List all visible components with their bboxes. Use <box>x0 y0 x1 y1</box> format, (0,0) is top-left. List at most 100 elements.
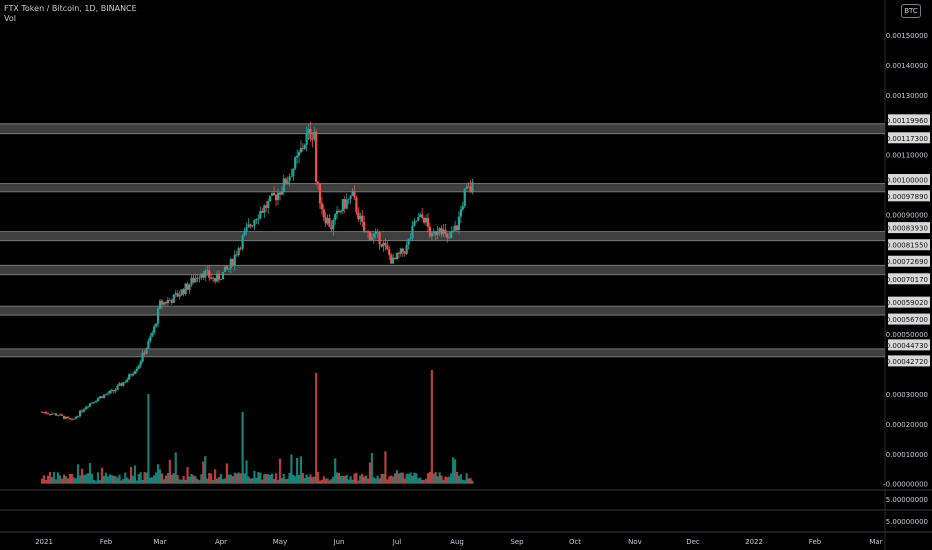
volume-bar <box>378 478 381 484</box>
volume-bar <box>347 479 350 484</box>
volume-bar <box>261 479 264 484</box>
volume-bar <box>253 470 256 484</box>
volume-bar <box>122 479 125 484</box>
volume-bar <box>137 474 140 484</box>
candle-body <box>361 215 364 222</box>
candle-body <box>388 249 391 256</box>
candle-body <box>100 396 104 398</box>
candle-body <box>357 212 360 220</box>
volume-bar <box>164 475 168 484</box>
candle-body <box>156 308 160 324</box>
candle-body <box>442 229 445 235</box>
candle-body <box>133 371 137 374</box>
volume-bar <box>143 472 146 484</box>
volume-bar <box>86 473 90 484</box>
volume-bar <box>196 478 199 484</box>
candle-body <box>106 393 110 395</box>
currency-badge[interactable]: BTC <box>901 4 921 18</box>
candle-body <box>395 253 399 260</box>
volume-legend[interactable]: Vol <box>4 14 16 23</box>
candle-body <box>380 244 383 247</box>
candle-body <box>296 155 299 158</box>
candle-body <box>174 293 177 295</box>
volume-bar <box>176 475 179 484</box>
volume-bar <box>190 474 193 484</box>
candle-body <box>114 389 117 392</box>
candle-body <box>151 332 154 337</box>
volume-bar <box>453 459 457 484</box>
volume-bar <box>116 477 119 484</box>
time-tick-label: Jul <box>392 538 402 546</box>
volume-bar <box>432 473 435 484</box>
volume-bar <box>353 473 356 484</box>
candle-body <box>82 409 86 412</box>
candle-body <box>339 211 343 213</box>
zone-price-tag <box>888 190 930 202</box>
volume-bar <box>172 473 175 484</box>
volume-bar <box>351 479 354 484</box>
volume-bar <box>465 473 468 484</box>
volume-bar <box>112 475 115 484</box>
candle-body <box>188 284 191 290</box>
candle-body <box>463 188 466 207</box>
volume-bar <box>328 480 331 484</box>
symbol-legend[interactable]: FTX Token / Bitcoin, 1D, BINANCE <box>4 4 137 13</box>
candle-body <box>84 406 88 410</box>
candle-body <box>334 213 337 220</box>
volume-bar <box>349 476 352 484</box>
volume-bar <box>70 474 74 484</box>
candle-body <box>253 219 256 226</box>
volume-bar <box>403 478 406 484</box>
candle-body <box>180 289 183 296</box>
volume-bar <box>364 475 368 484</box>
candle-body <box>223 266 227 272</box>
volume-bar <box>170 474 173 484</box>
candle-body <box>208 270 211 278</box>
candle-body <box>147 341 150 349</box>
volume-bar <box>62 474 66 484</box>
candle-body <box>118 383 121 386</box>
time-tick-label: Feb <box>809 538 822 546</box>
zone-price-tag <box>888 174 930 186</box>
zone-price-label: 0.00119960 <box>886 117 928 125</box>
volume-bar <box>294 476 297 484</box>
volume-bar <box>151 477 154 484</box>
candle-body <box>401 248 404 253</box>
candle-body <box>213 278 217 282</box>
volume-bar <box>147 393 150 484</box>
volume-bar <box>206 478 209 484</box>
time-tick-label: Dec <box>686 538 700 546</box>
volume-bar <box>463 480 466 484</box>
candle-body <box>233 254 236 266</box>
volume-bar <box>471 480 474 484</box>
candle-body <box>422 217 426 223</box>
time-tick-label: Mar <box>153 538 166 546</box>
zone-price-tag <box>888 239 930 251</box>
candle-body <box>200 273 203 278</box>
zone-price-label: 0.00081550 <box>886 242 928 250</box>
candle-body <box>56 415 60 417</box>
volume-bar <box>141 479 144 484</box>
volume-bar <box>180 479 183 484</box>
candle-body <box>370 237 373 240</box>
candle-body <box>315 132 318 182</box>
volume-bar <box>370 453 373 484</box>
candle-body <box>153 326 156 333</box>
volume-bar <box>411 475 414 484</box>
volume-bar <box>274 473 278 484</box>
candle-body <box>219 279 223 281</box>
volume-bar <box>282 473 285 484</box>
zone-price-tag <box>888 355 930 367</box>
volume-bar <box>278 458 282 484</box>
candle-body <box>337 210 341 213</box>
volume-pane-tick-label: 5.00000000 <box>886 518 928 526</box>
volume-pane-tick-label: 5.00000000 <box>886 496 928 504</box>
candle-body <box>469 186 472 192</box>
volume-bar <box>237 472 240 484</box>
volume-bar <box>98 480 102 484</box>
volume-bar <box>200 474 203 484</box>
candle-body <box>215 273 219 282</box>
volume-bar <box>297 474 301 484</box>
volume-bar <box>153 475 156 484</box>
